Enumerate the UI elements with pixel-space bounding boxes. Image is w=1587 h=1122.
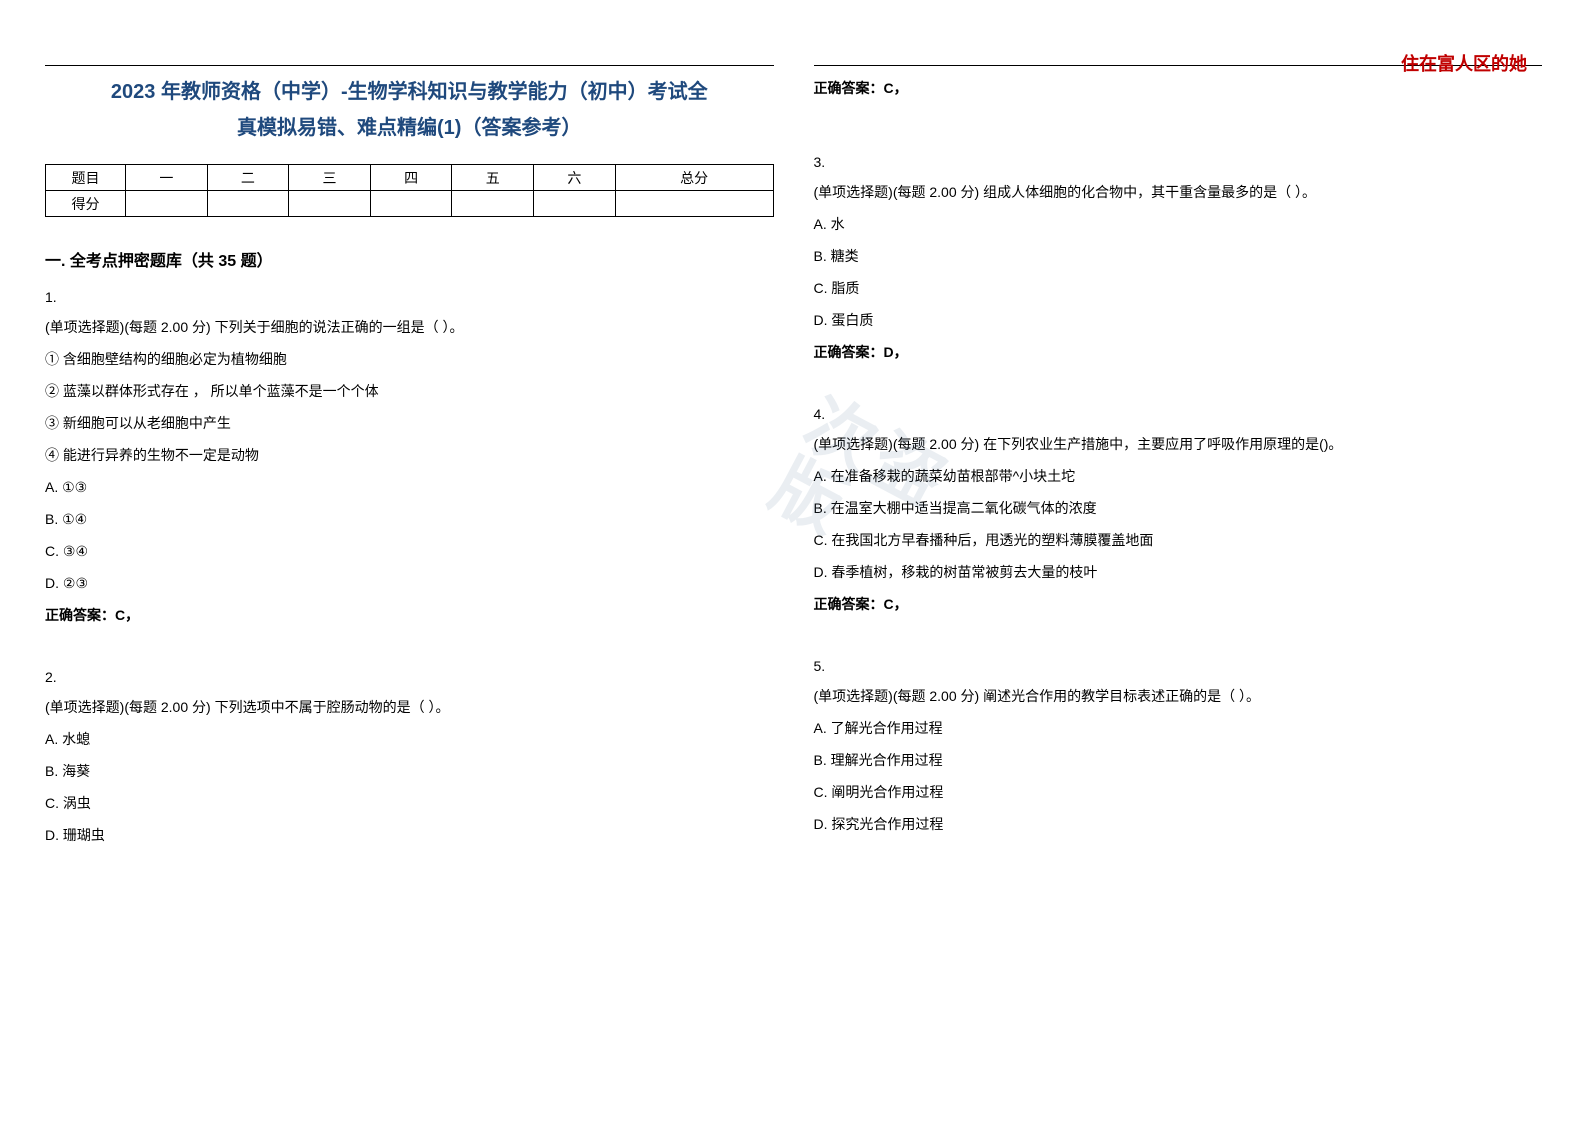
option: A. ①③ xyxy=(45,473,774,501)
spacer xyxy=(814,370,1543,406)
table-cell xyxy=(370,191,452,217)
question-sub: ④ 能进行异养的生物不一定是动物 xyxy=(45,441,774,469)
col-header: 总分 xyxy=(615,165,773,191)
option: B. 理解光合作用过程 xyxy=(814,746,1543,774)
option: D. 珊瑚虫 xyxy=(45,821,774,849)
table-row: 得分 xyxy=(46,191,774,217)
question-number: 1. xyxy=(45,289,774,305)
col-header: 三 xyxy=(289,165,371,191)
question-stem: (单项选择题)(每题 2.00 分) 阐述光合作用的教学目标表述正确的是（ ）。 xyxy=(814,682,1543,710)
table-cell xyxy=(126,191,208,217)
question-number: 3. xyxy=(814,154,1543,170)
section-heading: 一. 全考点押密题库（共 35 题） xyxy=(45,247,774,271)
question-stem: (单项选择题)(每题 2.00 分) 在下列农业生产措施中，主要应用了呼吸作用原… xyxy=(814,430,1543,458)
top-rule-left xyxy=(45,65,774,66)
col-header: 二 xyxy=(207,165,289,191)
col-header: 四 xyxy=(370,165,452,191)
option: B. ①④ xyxy=(45,505,774,533)
spacer xyxy=(45,633,774,669)
exam-title: 2023 年教师资格（中学）-生物学科知识与教学能力（初中）考试全 真模拟易错、… xyxy=(45,74,774,146)
left-column: 2023 年教师资格（中学）-生物学科知识与教学能力（初中）考试全 真模拟易错、… xyxy=(45,65,774,853)
question-stem: (单项选择题)(每题 2.00 分) 下列关于细胞的说法正确的一组是（ ）。 xyxy=(45,313,774,341)
option: C. 在我国北方早春播种后，甩透光的塑料薄膜覆盖地面 xyxy=(814,526,1543,554)
option: A. 了解光合作用过程 xyxy=(814,714,1543,742)
score-table: 题目 一 二 三 四 五 六 总分 得分 xyxy=(45,164,774,217)
col-header: 题目 xyxy=(46,165,126,191)
spacer xyxy=(814,106,1543,142)
spacer xyxy=(814,622,1543,658)
table-cell xyxy=(534,191,616,217)
table-cell xyxy=(289,191,371,217)
option: A. 在准备移栽的蔬菜幼苗根部带^小块土坨 xyxy=(814,462,1543,490)
option: C. 脂质 xyxy=(814,274,1543,302)
table-cell xyxy=(207,191,289,217)
option: D. ②③ xyxy=(45,569,774,597)
table-row: 题目 一 二 三 四 五 六 总分 xyxy=(46,165,774,191)
table-cell xyxy=(452,191,534,217)
col-header: 六 xyxy=(534,165,616,191)
option: A. 水螅 xyxy=(45,725,774,753)
answer: 正确答案：C， xyxy=(45,601,774,629)
question-sub: ② 蓝藻以群体形式存在 ， 所以单个蓝藻不是一个个体 xyxy=(45,377,774,405)
answer: 正确答案：D， xyxy=(814,338,1543,366)
option: B. 糖类 xyxy=(814,242,1543,270)
spacer xyxy=(814,142,1543,154)
two-column-layout: 2023 年教师资格（中学）-生物学科知识与教学能力（初中）考试全 真模拟易错、… xyxy=(45,65,1542,853)
option: C. 涡虫 xyxy=(45,789,774,817)
question-sub: ③ 新细胞可以从老细胞中产生 xyxy=(45,409,774,437)
table-cell xyxy=(615,191,773,217)
right-column: 正确答案：C， 3. (单项选择题)(每题 2.00 分) 组成人体细胞的化合物… xyxy=(814,65,1543,853)
question-number: 2. xyxy=(45,669,774,685)
title-line-1: 2023 年教师资格（中学）-生物学科知识与教学能力（初中）考试全 xyxy=(111,81,708,103)
question-number: 5. xyxy=(814,658,1543,674)
title-line-2: 真模拟易错、难点精编(1)（答案参考） xyxy=(45,110,774,146)
option: D. 春季植树，移栽的树苗常被剪去大量的枝叶 xyxy=(814,558,1543,586)
option: B. 海葵 xyxy=(45,757,774,785)
question-number: 4. xyxy=(814,406,1543,422)
row-label: 得分 xyxy=(46,191,126,217)
option: D. 蛋白质 xyxy=(814,306,1543,334)
question-stem: (单项选择题)(每题 2.00 分) 组成人体细胞的化合物中，其干重含量最多的是… xyxy=(814,178,1543,206)
option: C. ③④ xyxy=(45,537,774,565)
option: D. 探究光合作用过程 xyxy=(814,810,1543,838)
question-stem: (单项选择题)(每题 2.00 分) 下列选项中不属于腔肠动物的是（ ）。 xyxy=(45,693,774,721)
header-watermark: 住在富人区的她 xyxy=(1401,50,1527,76)
question-sub: ① 含细胞壁结构的细胞必定为植物细胞 xyxy=(45,345,774,373)
col-header: 一 xyxy=(126,165,208,191)
answer: 正确答案：C， xyxy=(814,74,1543,102)
option: B. 在温室大棚中适当提高二氧化碳气体的浓度 xyxy=(814,494,1543,522)
answer: 正确答案：C， xyxy=(814,590,1543,618)
option: C. 阐明光合作用过程 xyxy=(814,778,1543,806)
col-header: 五 xyxy=(452,165,534,191)
option: A. 水 xyxy=(814,210,1543,238)
